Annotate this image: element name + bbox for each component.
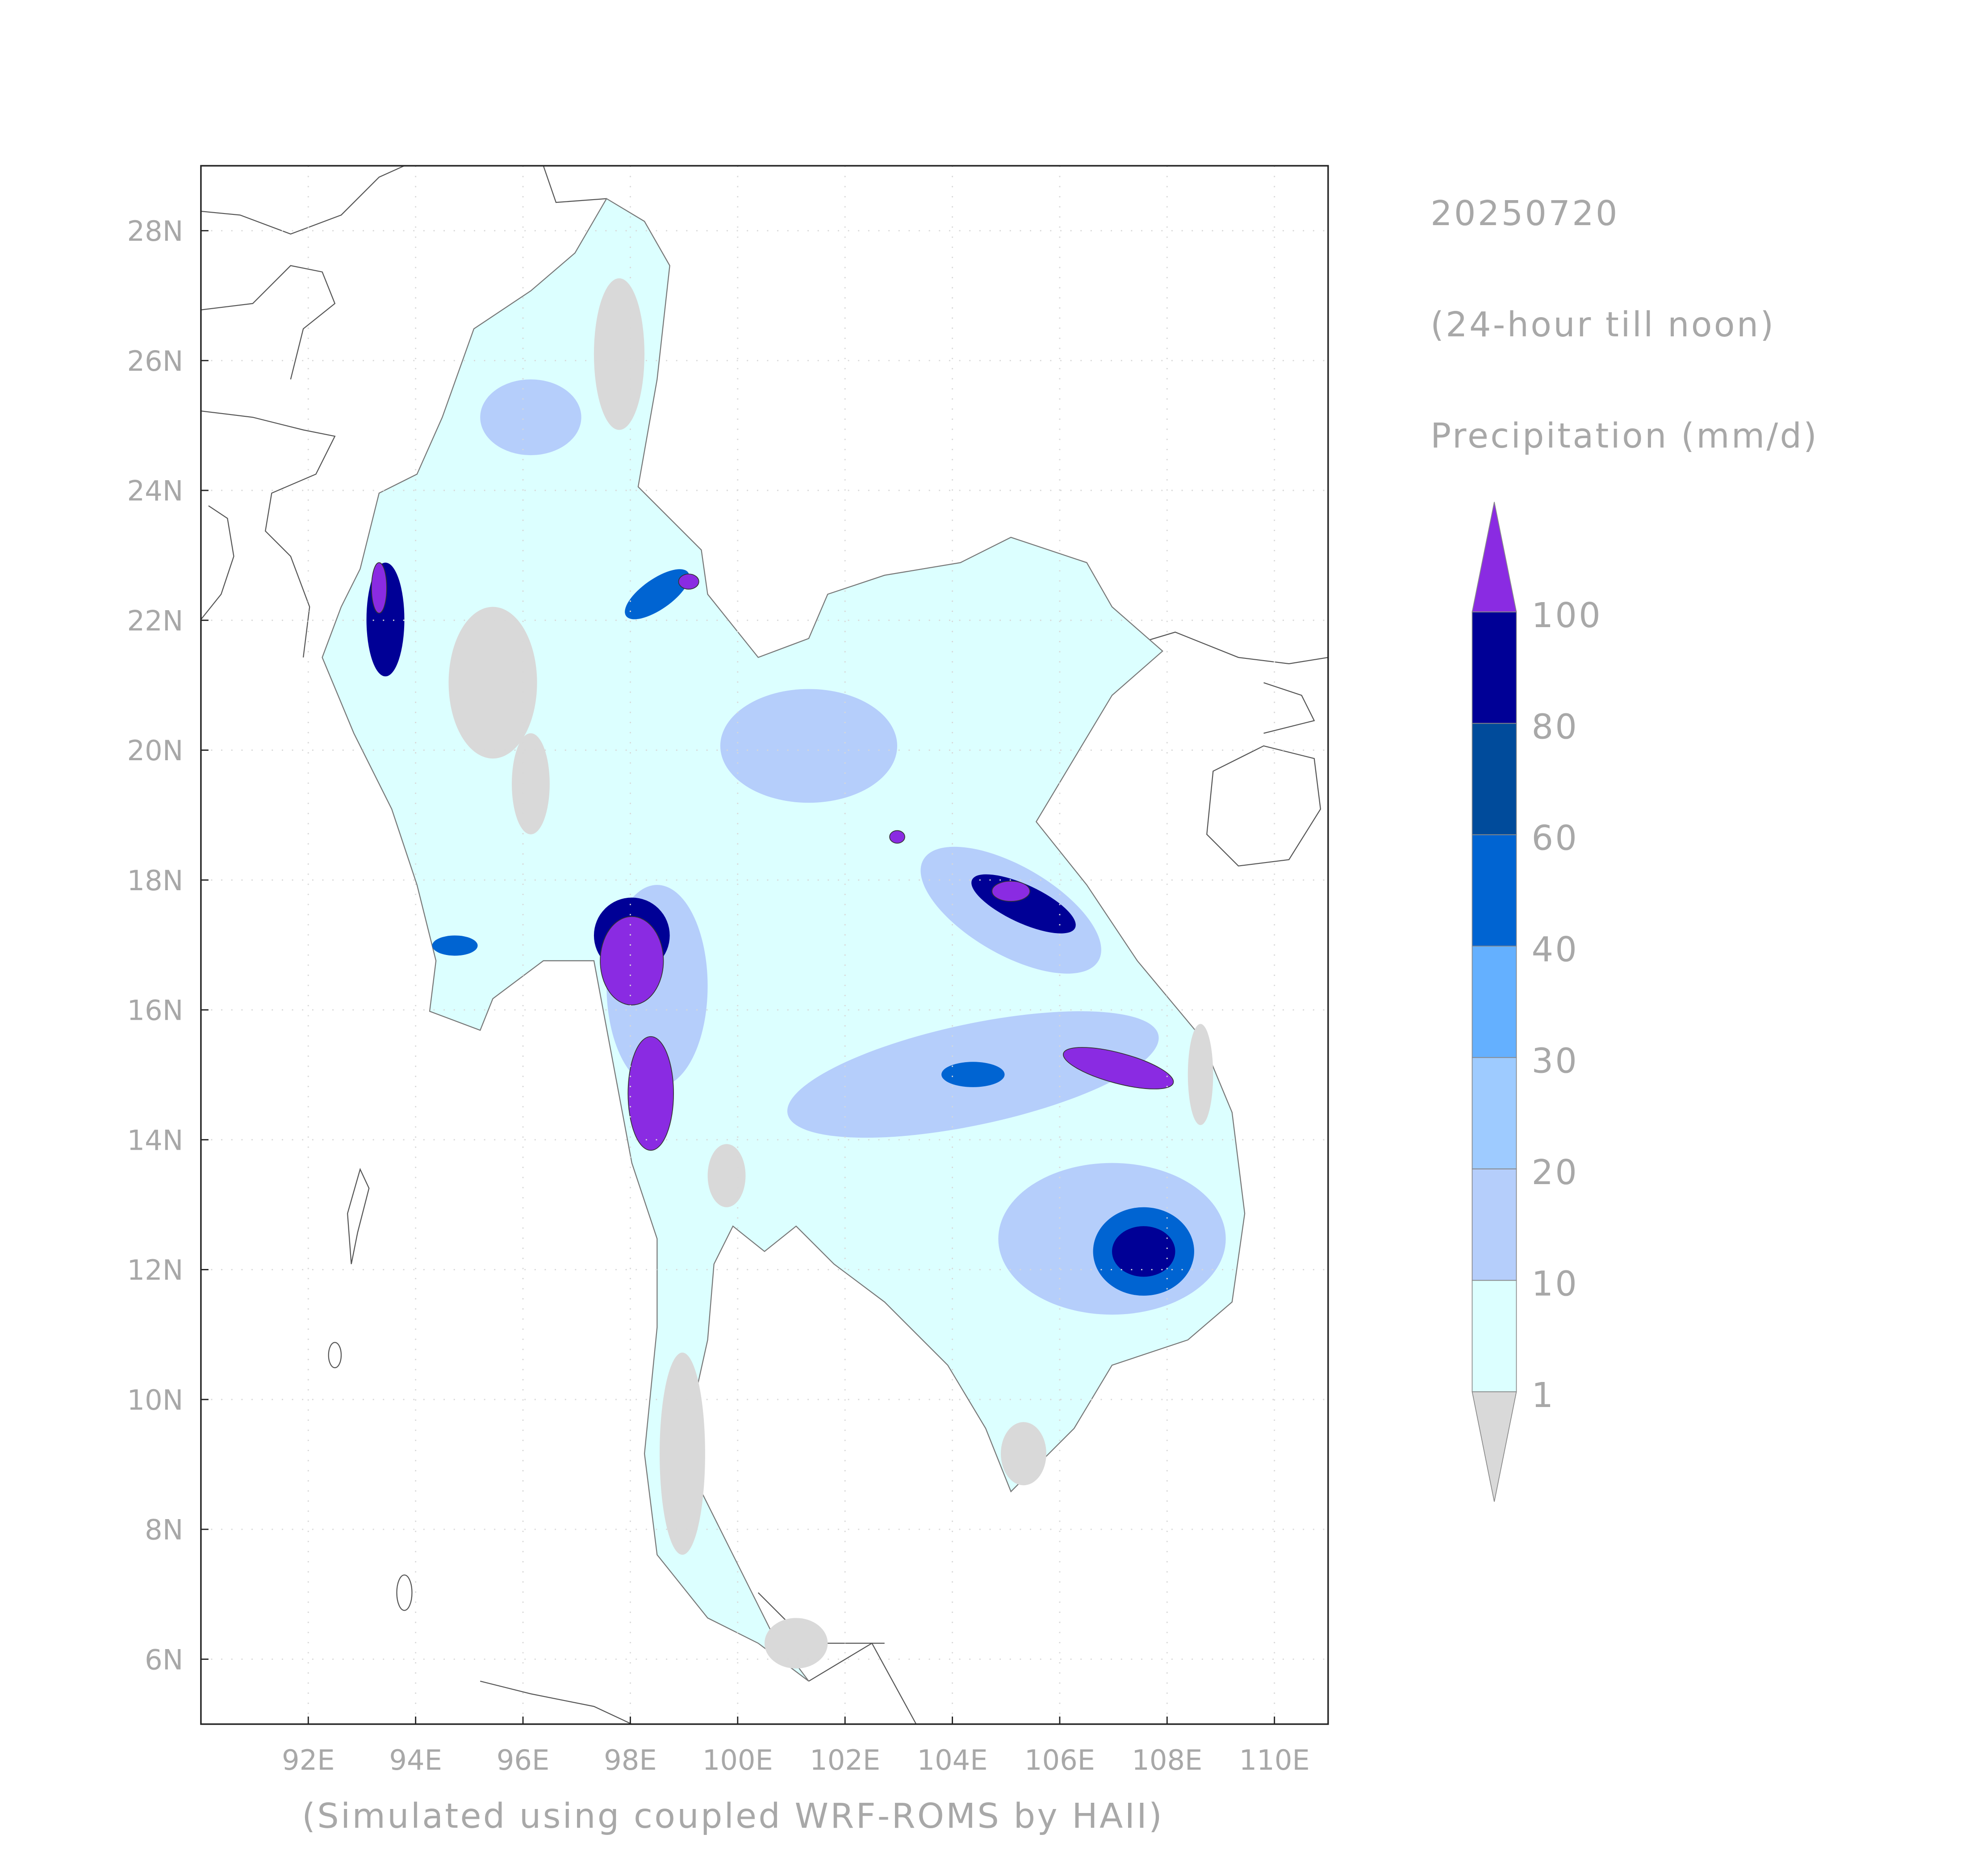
y-tick-label: 26N	[127, 345, 184, 377]
colorbar-label: 30	[1531, 1042, 1579, 1081]
colorbar-cell	[1472, 1057, 1517, 1169]
footer-note: (Simulated using coupled WRF-ROMS by HAI…	[302, 1796, 1164, 1836]
y-tick-label: 12N	[127, 1254, 184, 1286]
x-tick-label: 108E	[1132, 1744, 1202, 1776]
colorbar-label: 100	[1531, 596, 1602, 636]
colorbar-cell	[1472, 1280, 1517, 1392]
x-tick-label: 104E	[917, 1744, 987, 1776]
rain-area	[371, 562, 1174, 1151]
coastline	[201, 165, 1329, 1725]
y-tick-label: 22N	[127, 604, 184, 637]
map-frame	[200, 165, 1329, 1725]
y-tick-label: 8N	[145, 1514, 183, 1546]
date-label: 20250720	[1430, 194, 1619, 234]
y-tick-label: 16N	[127, 994, 184, 1027]
x-tick-label: 92E	[282, 1744, 335, 1776]
colorbar-cell	[1472, 1168, 1517, 1281]
island	[396, 1574, 413, 1611]
colorbar-label: 20	[1531, 1153, 1579, 1193]
x-tick-label: 94E	[389, 1744, 442, 1776]
y-tick-label: 10N	[127, 1384, 184, 1416]
x-tick-label: 98E	[604, 1744, 657, 1776]
colorbar-label: 10	[1531, 1264, 1579, 1304]
colorbar-under	[1472, 1391, 1517, 1502]
land-region	[322, 198, 1246, 1682]
map-land	[201, 165, 1329, 1725]
map-axes: 92E 94E 96E 98E 100E 102E 104E 106E 108E 110E 6N 8N…	[127, 166, 1328, 1776]
x-tick-label: 102E	[810, 1744, 880, 1776]
y-tick-label: 28N	[127, 215, 184, 247]
y-tick-label: 6N	[145, 1643, 183, 1676]
colorbar-over	[1472, 502, 1517, 612]
colorbar: 1 10 20 30 40 60 80 100	[1472, 502, 1602, 1502]
y-tick-label: 14N	[127, 1124, 184, 1156]
dry-area	[448, 278, 1213, 1669]
colorbar-label: 80	[1531, 707, 1579, 747]
colorbar-cell	[1472, 723, 1517, 835]
y-tick-label: 20N	[127, 734, 184, 767]
y-tick-label: 24N	[127, 475, 184, 507]
island	[347, 1168, 370, 1265]
colorbar-label: 40	[1531, 930, 1579, 970]
variable-label: Precipitation (mm/d)	[1430, 416, 1819, 456]
colorbar-label: 60	[1531, 819, 1579, 858]
colorbar-label: 1	[1531, 1376, 1555, 1415]
period-label: (24-hour till noon)	[1430, 305, 1775, 345]
x-tick-label: 96E	[497, 1744, 550, 1776]
y-tick-label: 18N	[127, 864, 184, 897]
x-tick-label: 106E	[1024, 1744, 1095, 1776]
x-tick-label: 100E	[702, 1744, 773, 1776]
colorbar-cell	[1472, 946, 1517, 1058]
x-tick-label: 110E	[1239, 1744, 1310, 1776]
island	[328, 1342, 342, 1369]
colorbar-cell	[1472, 611, 1517, 724]
colorbar-cell	[1472, 834, 1517, 947]
